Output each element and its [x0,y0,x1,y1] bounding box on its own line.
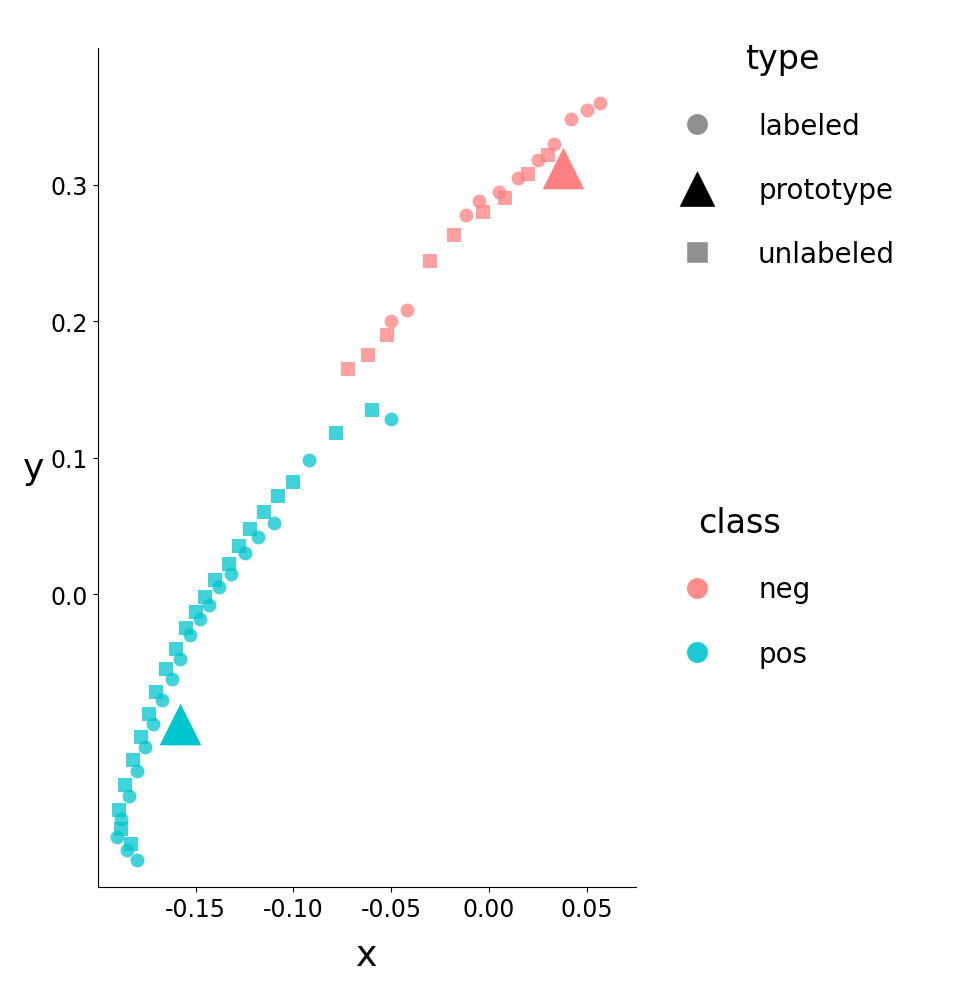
Point [383,314,399,329]
Point [457,208,473,224]
Point [178,620,193,636]
Point [145,716,160,732]
Point [285,475,301,491]
Point [231,538,246,554]
Point [164,671,180,687]
Point [301,453,317,468]
Point [496,191,512,207]
Point [266,516,281,531]
Point [592,96,608,111]
Point [113,811,129,827]
Point [191,611,207,627]
Point [129,852,145,868]
Point [188,604,203,620]
Point [207,573,223,589]
Point [121,788,137,804]
Point [141,706,156,722]
Point [539,148,555,164]
Point [137,740,152,755]
Point [490,184,506,200]
Point [555,162,571,177]
Point [117,777,133,793]
Point [256,505,272,521]
Point [182,627,197,643]
Point [363,402,379,418]
Point [109,829,125,845]
Point [360,348,375,364]
Point [149,684,164,700]
Point [172,652,188,668]
Point [383,412,399,428]
Point [236,545,252,561]
Point [172,716,188,732]
Point [197,590,213,605]
Point [545,137,561,153]
Point [201,598,217,613]
Point [471,194,487,210]
Point [510,171,526,186]
Point [113,821,129,837]
Y-axis label: y: y [23,452,45,485]
Point [123,836,139,852]
Point [379,327,395,343]
Point [578,103,594,118]
Point [422,254,438,270]
Point [133,730,149,745]
Point [399,303,414,318]
Point [563,112,578,128]
Point [446,228,461,244]
Legend: labeled, prototype, unlabeled: labeled, prototype, unlabeled [668,43,894,268]
Point [221,556,236,572]
Point [111,802,127,817]
Point [211,580,227,596]
Point [119,843,135,859]
Point [340,362,356,378]
Point [125,752,141,768]
Point [328,426,344,442]
Point [270,488,285,504]
Point [158,662,174,677]
Point [475,205,490,221]
Point [242,522,258,537]
Point [168,641,184,657]
Legend: neg, pos: neg, pos [668,507,810,668]
Point [223,566,238,582]
Point [520,167,535,182]
Point [530,153,545,169]
Point [154,693,170,709]
X-axis label: x: x [356,938,377,972]
Point [129,764,145,780]
Point [250,529,266,545]
